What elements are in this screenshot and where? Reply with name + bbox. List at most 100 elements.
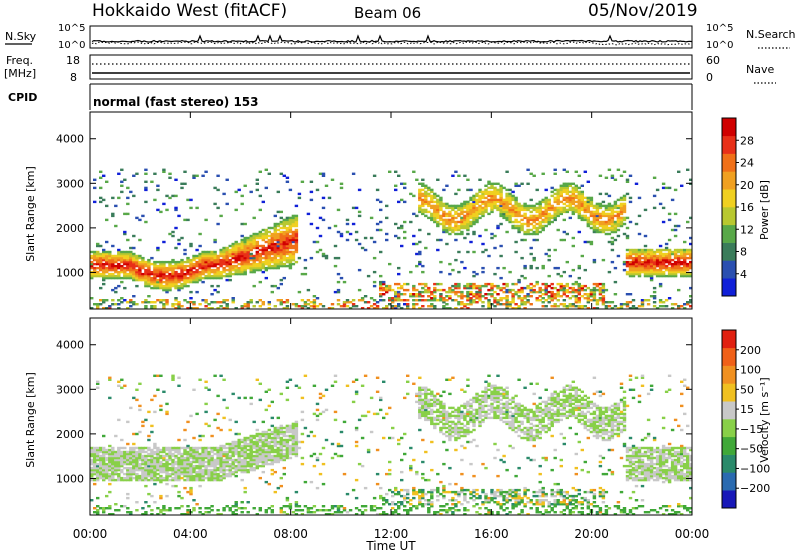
heatmap-cell	[463, 202, 467, 206]
heatmap-cell	[276, 430, 281, 434]
heatmap-cell	[276, 266, 281, 270]
heatmap-cell	[619, 202, 624, 206]
heatmap-cell	[195, 307, 199, 310]
heatmap-cell	[604, 288, 609, 292]
heatmap-cell	[357, 268, 362, 272]
heatmap-cell	[96, 250, 100, 254]
heatmap-cell	[499, 198, 503, 202]
heatmap-cell	[264, 168, 269, 172]
heatmap-cell	[153, 462, 157, 466]
heatmap-cell	[285, 244, 290, 248]
heatmap-cell	[249, 438, 253, 442]
colorbar-tick-label: 24	[740, 157, 754, 170]
heatmap-cell	[436, 288, 440, 292]
heatmap-cell	[493, 206, 497, 210]
heatmap-cell	[243, 254, 247, 258]
heatmap-cell	[403, 488, 407, 492]
heatmap-cell	[430, 194, 434, 198]
heatmap-cell	[523, 301, 527, 304]
heatmap-cell	[282, 466, 287, 470]
heatmap-cell	[372, 412, 377, 416]
heatmap-cell	[108, 482, 112, 486]
heatmap-cell	[273, 430, 278, 434]
heatmap-cell	[264, 234, 269, 238]
heatmap-cell	[171, 374, 175, 378]
heatmap-cell	[496, 192, 500, 196]
heatmap-cell	[93, 478, 97, 482]
heatmap-cell	[129, 254, 133, 258]
heatmap-cell	[421, 182, 425, 186]
heatmap-cell	[144, 260, 148, 264]
heatmap-cell	[379, 507, 383, 510]
heatmap-cell	[255, 456, 260, 460]
heatmap-cell	[502, 206, 506, 210]
heatmap-cell	[288, 234, 293, 238]
heatmap-cell	[219, 254, 223, 258]
heatmap-cell	[677, 248, 681, 252]
heatmap-cell	[144, 280, 148, 284]
heatmap-cell	[680, 184, 684, 188]
heatmap-cell	[258, 450, 263, 454]
heatmap-cell	[505, 284, 509, 288]
heatmap-cell	[601, 286, 606, 290]
heatmap-cell	[195, 270, 199, 274]
heatmap-cell	[285, 260, 290, 264]
heatmap-cell	[246, 448, 250, 452]
heatmap-cell	[312, 305, 317, 308]
heatmap-cell	[505, 307, 509, 310]
heatmap-cell	[514, 214, 518, 218]
heatmap-cell	[276, 416, 281, 420]
heatmap-cell	[436, 238, 440, 242]
heatmap-cell	[177, 446, 181, 450]
heatmap-cell	[114, 270, 118, 274]
heatmap-cell	[234, 432, 238, 436]
heatmap-cell	[267, 444, 272, 448]
heatmap-cell	[523, 286, 527, 290]
heatmap-cell	[394, 299, 398, 302]
heatmap-cell	[318, 396, 323, 400]
heatmap-cell	[195, 274, 199, 278]
heatmap-cell	[219, 444, 223, 448]
heatmap-cell	[93, 472, 97, 476]
heatmap-cell	[192, 460, 196, 464]
heatmap-cell	[195, 290, 199, 294]
heatmap-cell	[363, 248, 368, 252]
heatmap-cell	[213, 446, 217, 450]
heatmap-cell	[186, 470, 190, 474]
heatmap-cell	[177, 450, 181, 454]
heatmap-cell	[538, 230, 542, 234]
heatmap-cell	[243, 260, 247, 264]
heatmap-cell	[108, 513, 112, 516]
heatmap-cell	[451, 208, 455, 212]
heatmap-cell	[195, 260, 199, 264]
heatmap-cell	[496, 208, 500, 212]
heatmap-cell	[511, 208, 515, 212]
heatmap-cell	[276, 299, 281, 302]
heatmap-cell	[577, 194, 582, 198]
heatmap-cell	[601, 210, 606, 214]
heatmap-cell	[144, 456, 148, 460]
heatmap-cell	[357, 188, 362, 192]
heatmap-cell	[538, 288, 542, 292]
heatmap-cell	[132, 266, 136, 270]
heatmap-cell	[291, 244, 296, 248]
heatmap-cell	[198, 266, 202, 270]
heatmap-cell	[469, 282, 473, 286]
heatmap-cell	[201, 450, 205, 454]
heatmap-cell	[520, 297, 524, 300]
heatmap-cell	[135, 476, 139, 480]
heatmap-cell	[445, 218, 449, 222]
heatmap-cell	[291, 511, 296, 514]
heatmap-cell	[628, 252, 633, 256]
heatmap-cell	[583, 204, 588, 208]
heatmap-cell	[144, 478, 148, 482]
heatmap-cell	[595, 299, 600, 302]
heatmap-cell	[282, 220, 287, 224]
heatmap-cell	[129, 456, 133, 460]
heatmap-cell	[412, 303, 416, 306]
heatmap-cell	[300, 307, 305, 310]
heatmap-cell	[120, 254, 124, 258]
heatmap-cell	[165, 468, 169, 472]
heatmap-cell	[445, 303, 449, 306]
heatmap-cell	[243, 256, 247, 260]
